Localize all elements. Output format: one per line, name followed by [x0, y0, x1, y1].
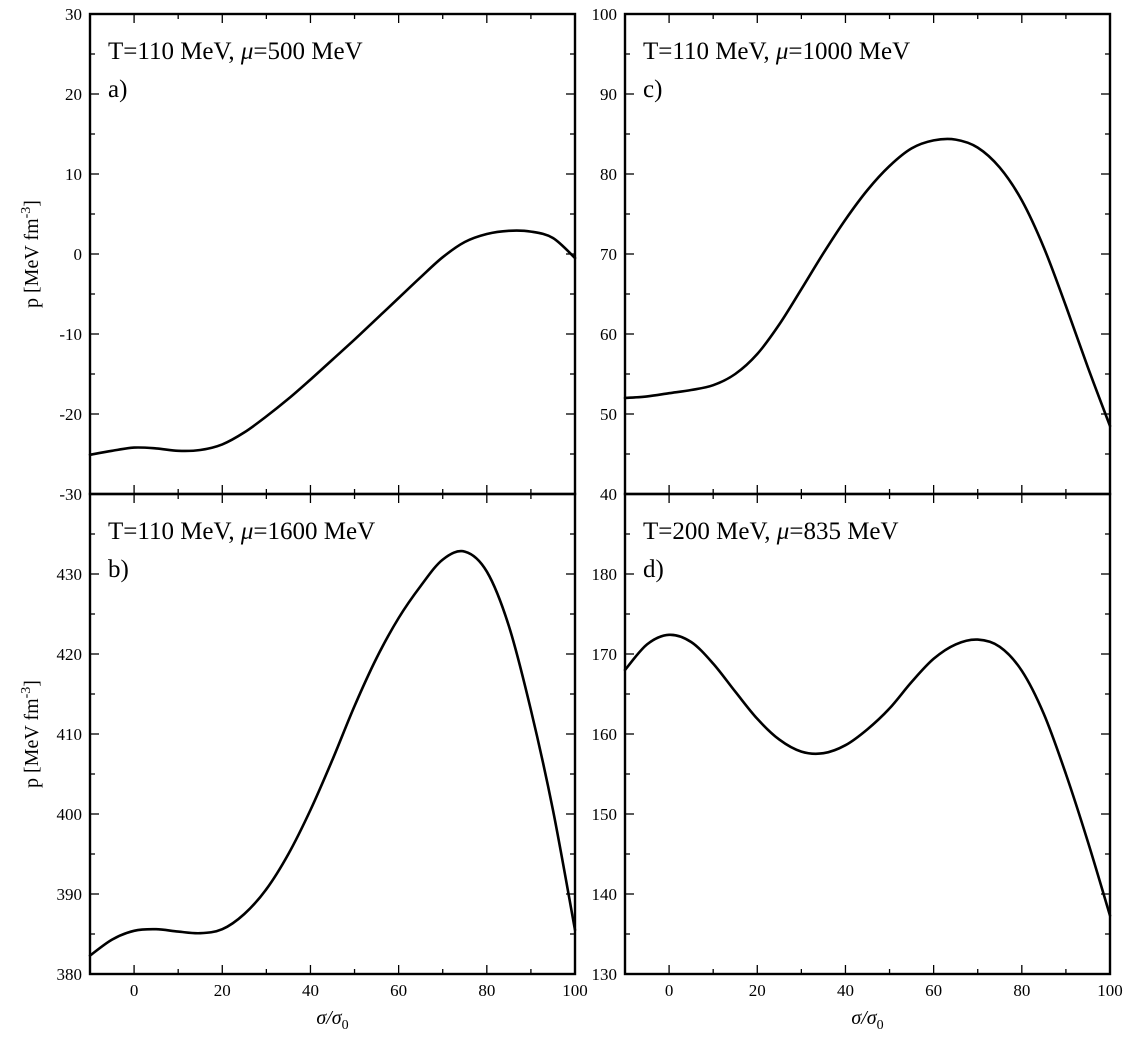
panel-title: T=110 MeV, μ=1600 MeV [108, 518, 375, 545]
y-tick-label: 140 [592, 885, 618, 904]
y-tick-label: 180 [592, 565, 618, 584]
x-tick-label: 0 [665, 981, 674, 1000]
panel-frame [88, 492, 577, 976]
y-tick-label: -10 [59, 325, 82, 344]
y-tick-label: -30 [59, 485, 82, 504]
y-tick-label: 50 [600, 405, 617, 424]
y-tick-label: 80 [600, 165, 617, 184]
y-tick-label: -20 [59, 405, 82, 424]
panel-label: d) [643, 556, 664, 583]
panel-a: -30 -20 -10 0 10 20 30 T=110 MeV, μ=500 MeV a) p … [19, 5, 577, 504]
panel-label: b) [108, 556, 129, 583]
x-axis-title: σ/σ0 [851, 1007, 883, 1033]
x-tick-label: 20 [214, 981, 231, 1000]
x-tick-label: 100 [1097, 981, 1123, 1000]
series-line-a [88, 229, 577, 457]
panel-title: T=110 MeV, μ=1000 MeV [643, 38, 910, 65]
series-line-b [88, 549, 577, 957]
y-tick-label: 100 [592, 5, 618, 24]
y-tick-label: 160 [592, 725, 618, 744]
panel-title: T=110 MeV, μ=500 MeV [108, 38, 363, 65]
series-line-d [623, 633, 1112, 917]
x-tick-label: 40 [302, 981, 319, 1000]
panel-b: 0 20 40 60 80 100 380 390 400 410 420 430 T=110 MeV,… [19, 492, 588, 1033]
panel-frame [88, 12, 577, 496]
y-tick-label: 150 [592, 805, 618, 824]
y-tick-label: 410 [57, 725, 83, 744]
y-tick-label: 60 [600, 325, 617, 344]
panel-frame [623, 492, 1112, 976]
panel-d: 0 20 40 60 80 100 130 140 150 160 170 180 T=200 MeV,… [592, 492, 1123, 1033]
x-tick-label: 60 [390, 981, 407, 1000]
x-tick-label: 80 [1013, 981, 1030, 1000]
x-tick-label: 60 [925, 981, 942, 1000]
y-axis-title: p [MeV fm-3] [19, 200, 43, 308]
panel-title: T=200 MeV, μ=835 MeV [643, 518, 899, 545]
y-tick-label: 380 [57, 965, 83, 984]
x-tick-label: 20 [749, 981, 766, 1000]
y-tick-label: 0 [74, 245, 83, 264]
y-tick-label: 170 [592, 645, 618, 664]
y-tick-label: 30 [65, 5, 82, 24]
y-axis-title: p [MeV fm-3] [19, 680, 43, 788]
panel-c: 40 50 60 70 80 90 100 T=110 MeV, μ=1000 MeV c) [592, 5, 1112, 504]
y-tick-label: 390 [57, 885, 83, 904]
x-tick-label: 80 [478, 981, 495, 1000]
y-tick-label: 10 [65, 165, 82, 184]
x-tick-label: 40 [837, 981, 854, 1000]
panel-label: c) [643, 76, 662, 103]
y-tick-label: 40 [600, 485, 617, 504]
y-tick-label: 90 [600, 85, 617, 104]
y-tick-label: 430 [57, 565, 83, 584]
y-tick-label: 400 [57, 805, 83, 824]
series-line-c [623, 137, 1112, 428]
panel-label: a) [108, 76, 127, 103]
y-tick-label: 20 [65, 85, 82, 104]
panel-frame [623, 12, 1112, 496]
y-tick-label: 70 [600, 245, 617, 264]
x-tick-label: 0 [130, 981, 139, 1000]
x-axis-title: σ/σ0 [316, 1007, 348, 1033]
y-tick-label: 420 [57, 645, 83, 664]
x-tick-label: 100 [562, 981, 588, 1000]
y-tick-label: 130 [592, 965, 618, 984]
